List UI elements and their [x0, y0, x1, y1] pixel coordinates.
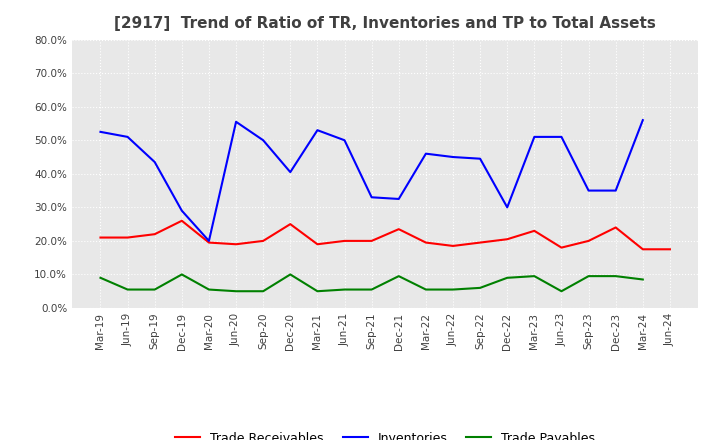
Inventories: [286, 169, 294, 175]
Trade Receivables: [367, 238, 376, 244]
Inventories: [611, 188, 620, 193]
Trade Receivables: [530, 228, 539, 234]
Trade Payables: [286, 272, 294, 277]
Trade Payables: [449, 287, 457, 292]
Inventories: [96, 129, 105, 135]
Trade Receivables: [395, 227, 403, 232]
Trade Receivables: [178, 218, 186, 224]
Inventories: [395, 196, 403, 202]
Trade Payables: [476, 285, 485, 290]
Inventories: [530, 134, 539, 139]
Trade Receivables: [123, 235, 132, 240]
Inventories: [259, 138, 268, 143]
Trade Payables: [367, 287, 376, 292]
Trade Receivables: [150, 231, 159, 237]
Trade Receivables: [204, 240, 213, 245]
Trade Receivables: [611, 225, 620, 230]
Trade Receivables: [449, 243, 457, 249]
Line: Trade Payables: Trade Payables: [101, 275, 643, 291]
Trade Receivables: [639, 247, 647, 252]
Inventories: [232, 119, 240, 125]
Inventories: [123, 134, 132, 139]
Line: Trade Receivables: Trade Receivables: [101, 221, 670, 249]
Trade Payables: [204, 287, 213, 292]
Trade Receivables: [286, 221, 294, 227]
Inventories: [557, 134, 566, 139]
Trade Receivables: [665, 247, 674, 252]
Inventories: [449, 154, 457, 160]
Inventories: [313, 128, 322, 133]
Trade Receivables: [503, 237, 511, 242]
Inventories: [367, 194, 376, 200]
Inventories: [639, 117, 647, 123]
Trade Receivables: [421, 240, 430, 245]
Trade Receivables: [476, 240, 485, 245]
Trade Payables: [259, 289, 268, 294]
Trade Payables: [421, 287, 430, 292]
Inventories: [476, 156, 485, 161]
Trade Receivables: [96, 235, 105, 240]
Inventories: [341, 138, 349, 143]
Inventories: [421, 151, 430, 156]
Trade Receivables: [557, 245, 566, 250]
Trade Payables: [530, 274, 539, 279]
Trade Receivables: [584, 238, 593, 244]
Inventories: [150, 159, 159, 165]
Trade Payables: [123, 287, 132, 292]
Trade Payables: [96, 275, 105, 280]
Title: [2917]  Trend of Ratio of TR, Inventories and TP to Total Assets: [2917] Trend of Ratio of TR, Inventories…: [114, 16, 656, 32]
Trade Payables: [313, 289, 322, 294]
Inventories: [178, 208, 186, 213]
Inventories: [503, 205, 511, 210]
Inventories: [584, 188, 593, 193]
Inventories: [204, 238, 213, 244]
Trade Payables: [150, 287, 159, 292]
Trade Payables: [611, 274, 620, 279]
Trade Receivables: [341, 238, 349, 244]
Trade Payables: [232, 289, 240, 294]
Trade Payables: [639, 277, 647, 282]
Trade Payables: [395, 274, 403, 279]
Trade Payables: [557, 289, 566, 294]
Trade Receivables: [313, 242, 322, 247]
Trade Payables: [584, 274, 593, 279]
Legend: Trade Receivables, Inventories, Trade Payables: Trade Receivables, Inventories, Trade Pa…: [170, 427, 600, 440]
Line: Inventories: Inventories: [101, 120, 643, 241]
Trade Receivables: [232, 242, 240, 247]
Trade Payables: [503, 275, 511, 280]
Trade Receivables: [259, 238, 268, 244]
Trade Payables: [341, 287, 349, 292]
Trade Payables: [178, 272, 186, 277]
